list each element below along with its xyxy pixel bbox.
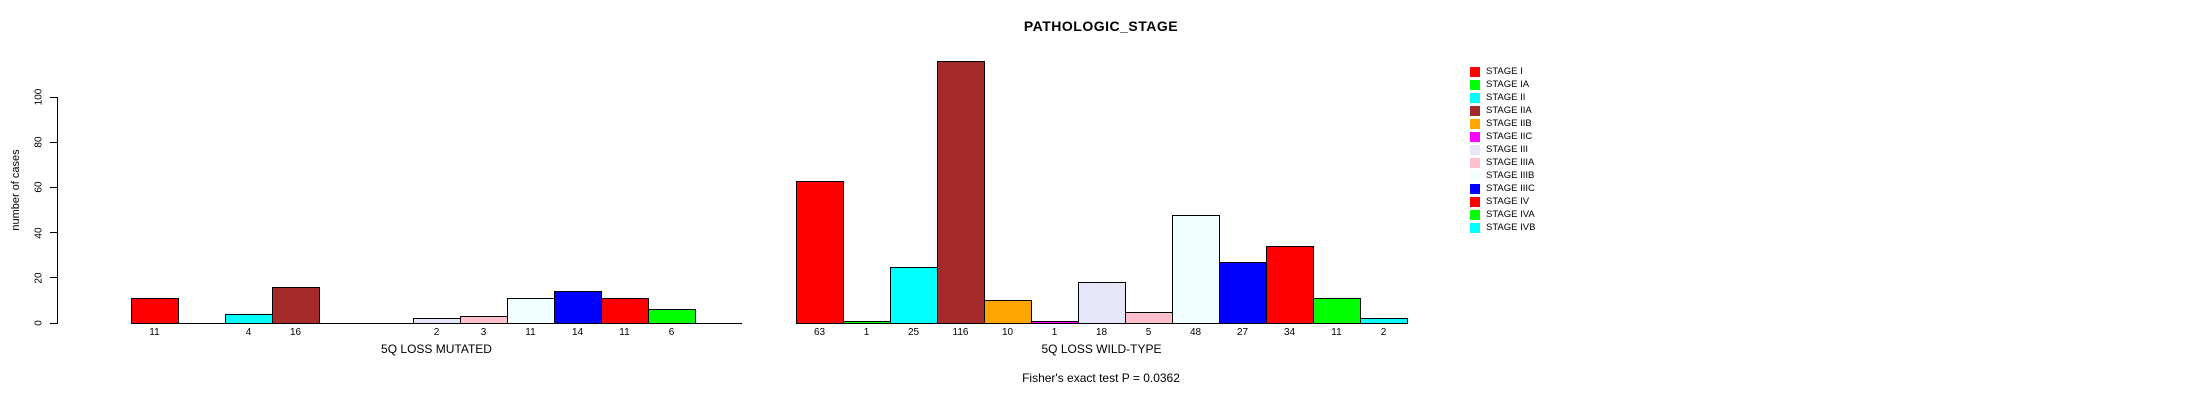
legend-swatch bbox=[1470, 132, 1480, 142]
bar-count-label: 18 bbox=[1095, 327, 1108, 338]
chart-title: PATHOLOGIC_STAGE bbox=[1023, 18, 1179, 34]
legend-swatch bbox=[1470, 93, 1480, 103]
legend-swatch bbox=[1470, 171, 1480, 181]
bar-count-label: 10 bbox=[1001, 327, 1014, 338]
bar-count-label: 11 bbox=[149, 327, 160, 338]
bar-count-label: 34 bbox=[1283, 327, 1296, 338]
bar-count-label: 4 bbox=[245, 327, 252, 338]
fisher-test-annotation: Fisher's exact test P = 0.0362 bbox=[1022, 371, 1180, 385]
legend-swatch bbox=[1470, 158, 1480, 168]
bar-stage-ia bbox=[843, 320, 891, 324]
bar-stage-iva bbox=[648, 309, 696, 324]
legend-label: STAGE IIA bbox=[1486, 105, 1532, 116]
bar-stage-iiic bbox=[554, 291, 602, 324]
y-tick-mark bbox=[50, 186, 57, 188]
bar-stage-ii bbox=[225, 313, 273, 324]
bar-stage-iv bbox=[601, 298, 649, 324]
bar-count-label: 3 bbox=[480, 327, 487, 338]
legend-swatch bbox=[1470, 210, 1480, 220]
bar-stage-iiia bbox=[460, 316, 508, 324]
group-label: 5Q LOSS MUTATED bbox=[381, 342, 492, 356]
legend-label: STAGE III bbox=[1486, 144, 1529, 155]
bar-count-label: 11 bbox=[525, 327, 536, 338]
legend-label: STAGE IIIB bbox=[1486, 170, 1535, 181]
bar-stage-iii bbox=[1078, 282, 1126, 324]
y-axis-label: number of cases bbox=[10, 149, 22, 231]
bar-stage-i bbox=[796, 180, 844, 324]
y-tick-label: 100 bbox=[33, 88, 45, 106]
bar-count-label: 11 bbox=[1331, 327, 1342, 338]
bar-count-label: 27 bbox=[1236, 327, 1249, 338]
bar-stage-ivb bbox=[1360, 318, 1408, 324]
legend-swatch bbox=[1470, 80, 1480, 90]
y-axis-line bbox=[57, 97, 58, 324]
y-tick-label: 80 bbox=[33, 136, 45, 148]
legend-label: STAGE IA bbox=[1486, 79, 1530, 90]
bar-count-label: 2 bbox=[1380, 327, 1387, 338]
bar-count-label: 1 bbox=[1051, 327, 1058, 338]
bar-stage-iia bbox=[272, 286, 320, 324]
bar-stage-iv bbox=[1266, 246, 1314, 324]
legend-swatch bbox=[1470, 197, 1480, 207]
legend-label: STAGE IV bbox=[1486, 196, 1530, 207]
y-tick-label: 40 bbox=[33, 227, 45, 239]
bar-stage-i bbox=[131, 298, 179, 324]
bar-stage-iiib bbox=[507, 298, 555, 324]
legend-swatch bbox=[1470, 145, 1480, 155]
bar-count-label: 14 bbox=[571, 327, 584, 338]
bar-count-label: 48 bbox=[1189, 327, 1202, 338]
bar-count-label: 1 bbox=[863, 327, 870, 338]
legend-label: STAGE II bbox=[1486, 92, 1526, 103]
legend-label: STAGE IIIA bbox=[1486, 157, 1535, 168]
bar-count-label: 63 bbox=[813, 327, 826, 338]
bar-count-label: 6 bbox=[668, 327, 675, 338]
legend-swatch bbox=[1470, 106, 1480, 116]
bar-stage-iib bbox=[984, 300, 1032, 324]
legend-swatch bbox=[1470, 223, 1480, 233]
legend-swatch bbox=[1470, 67, 1480, 77]
bar-stage-iiic bbox=[1219, 261, 1267, 324]
legend-swatch bbox=[1470, 184, 1480, 194]
bar-stage-iiib bbox=[1172, 214, 1220, 324]
bar-count-label: 25 bbox=[907, 327, 920, 338]
bar-count-label: 11 bbox=[619, 327, 630, 338]
y-tick-label: 60 bbox=[33, 181, 45, 193]
bar-count-label: 16 bbox=[289, 327, 302, 338]
y-tick-mark bbox=[50, 141, 57, 143]
y-tick-mark bbox=[50, 96, 57, 98]
bar-stage-ii bbox=[890, 266, 938, 324]
bar-stage-iii bbox=[413, 318, 461, 324]
legend-label: STAGE I bbox=[1486, 66, 1523, 77]
bar-count-label: 5 bbox=[1145, 327, 1152, 338]
legend-label: STAGE IIIC bbox=[1486, 183, 1535, 194]
y-tick-mark bbox=[50, 277, 57, 279]
legend-swatch bbox=[1470, 119, 1480, 129]
group-label: 5Q LOSS WILD-TYPE bbox=[1041, 342, 1162, 356]
legend-label: STAGE IVA bbox=[1486, 209, 1535, 220]
bar-stage-iia bbox=[937, 60, 985, 324]
y-tick-label: 0 bbox=[33, 320, 45, 326]
legend-label: STAGE IIC bbox=[1486, 131, 1533, 142]
y-tick-label: 20 bbox=[33, 272, 45, 284]
legend-label: STAGE IVB bbox=[1486, 222, 1536, 233]
bar-stage-iva bbox=[1313, 298, 1361, 324]
bar-count-label: 116 bbox=[952, 327, 969, 338]
legend-label: STAGE IIB bbox=[1486, 118, 1532, 129]
y-tick-mark bbox=[50, 232, 57, 234]
bar-stage-iiia bbox=[1125, 311, 1173, 324]
y-tick-mark bbox=[50, 322, 57, 324]
bar-stage-iic bbox=[1031, 320, 1079, 324]
bar-count-label: 2 bbox=[433, 327, 440, 338]
